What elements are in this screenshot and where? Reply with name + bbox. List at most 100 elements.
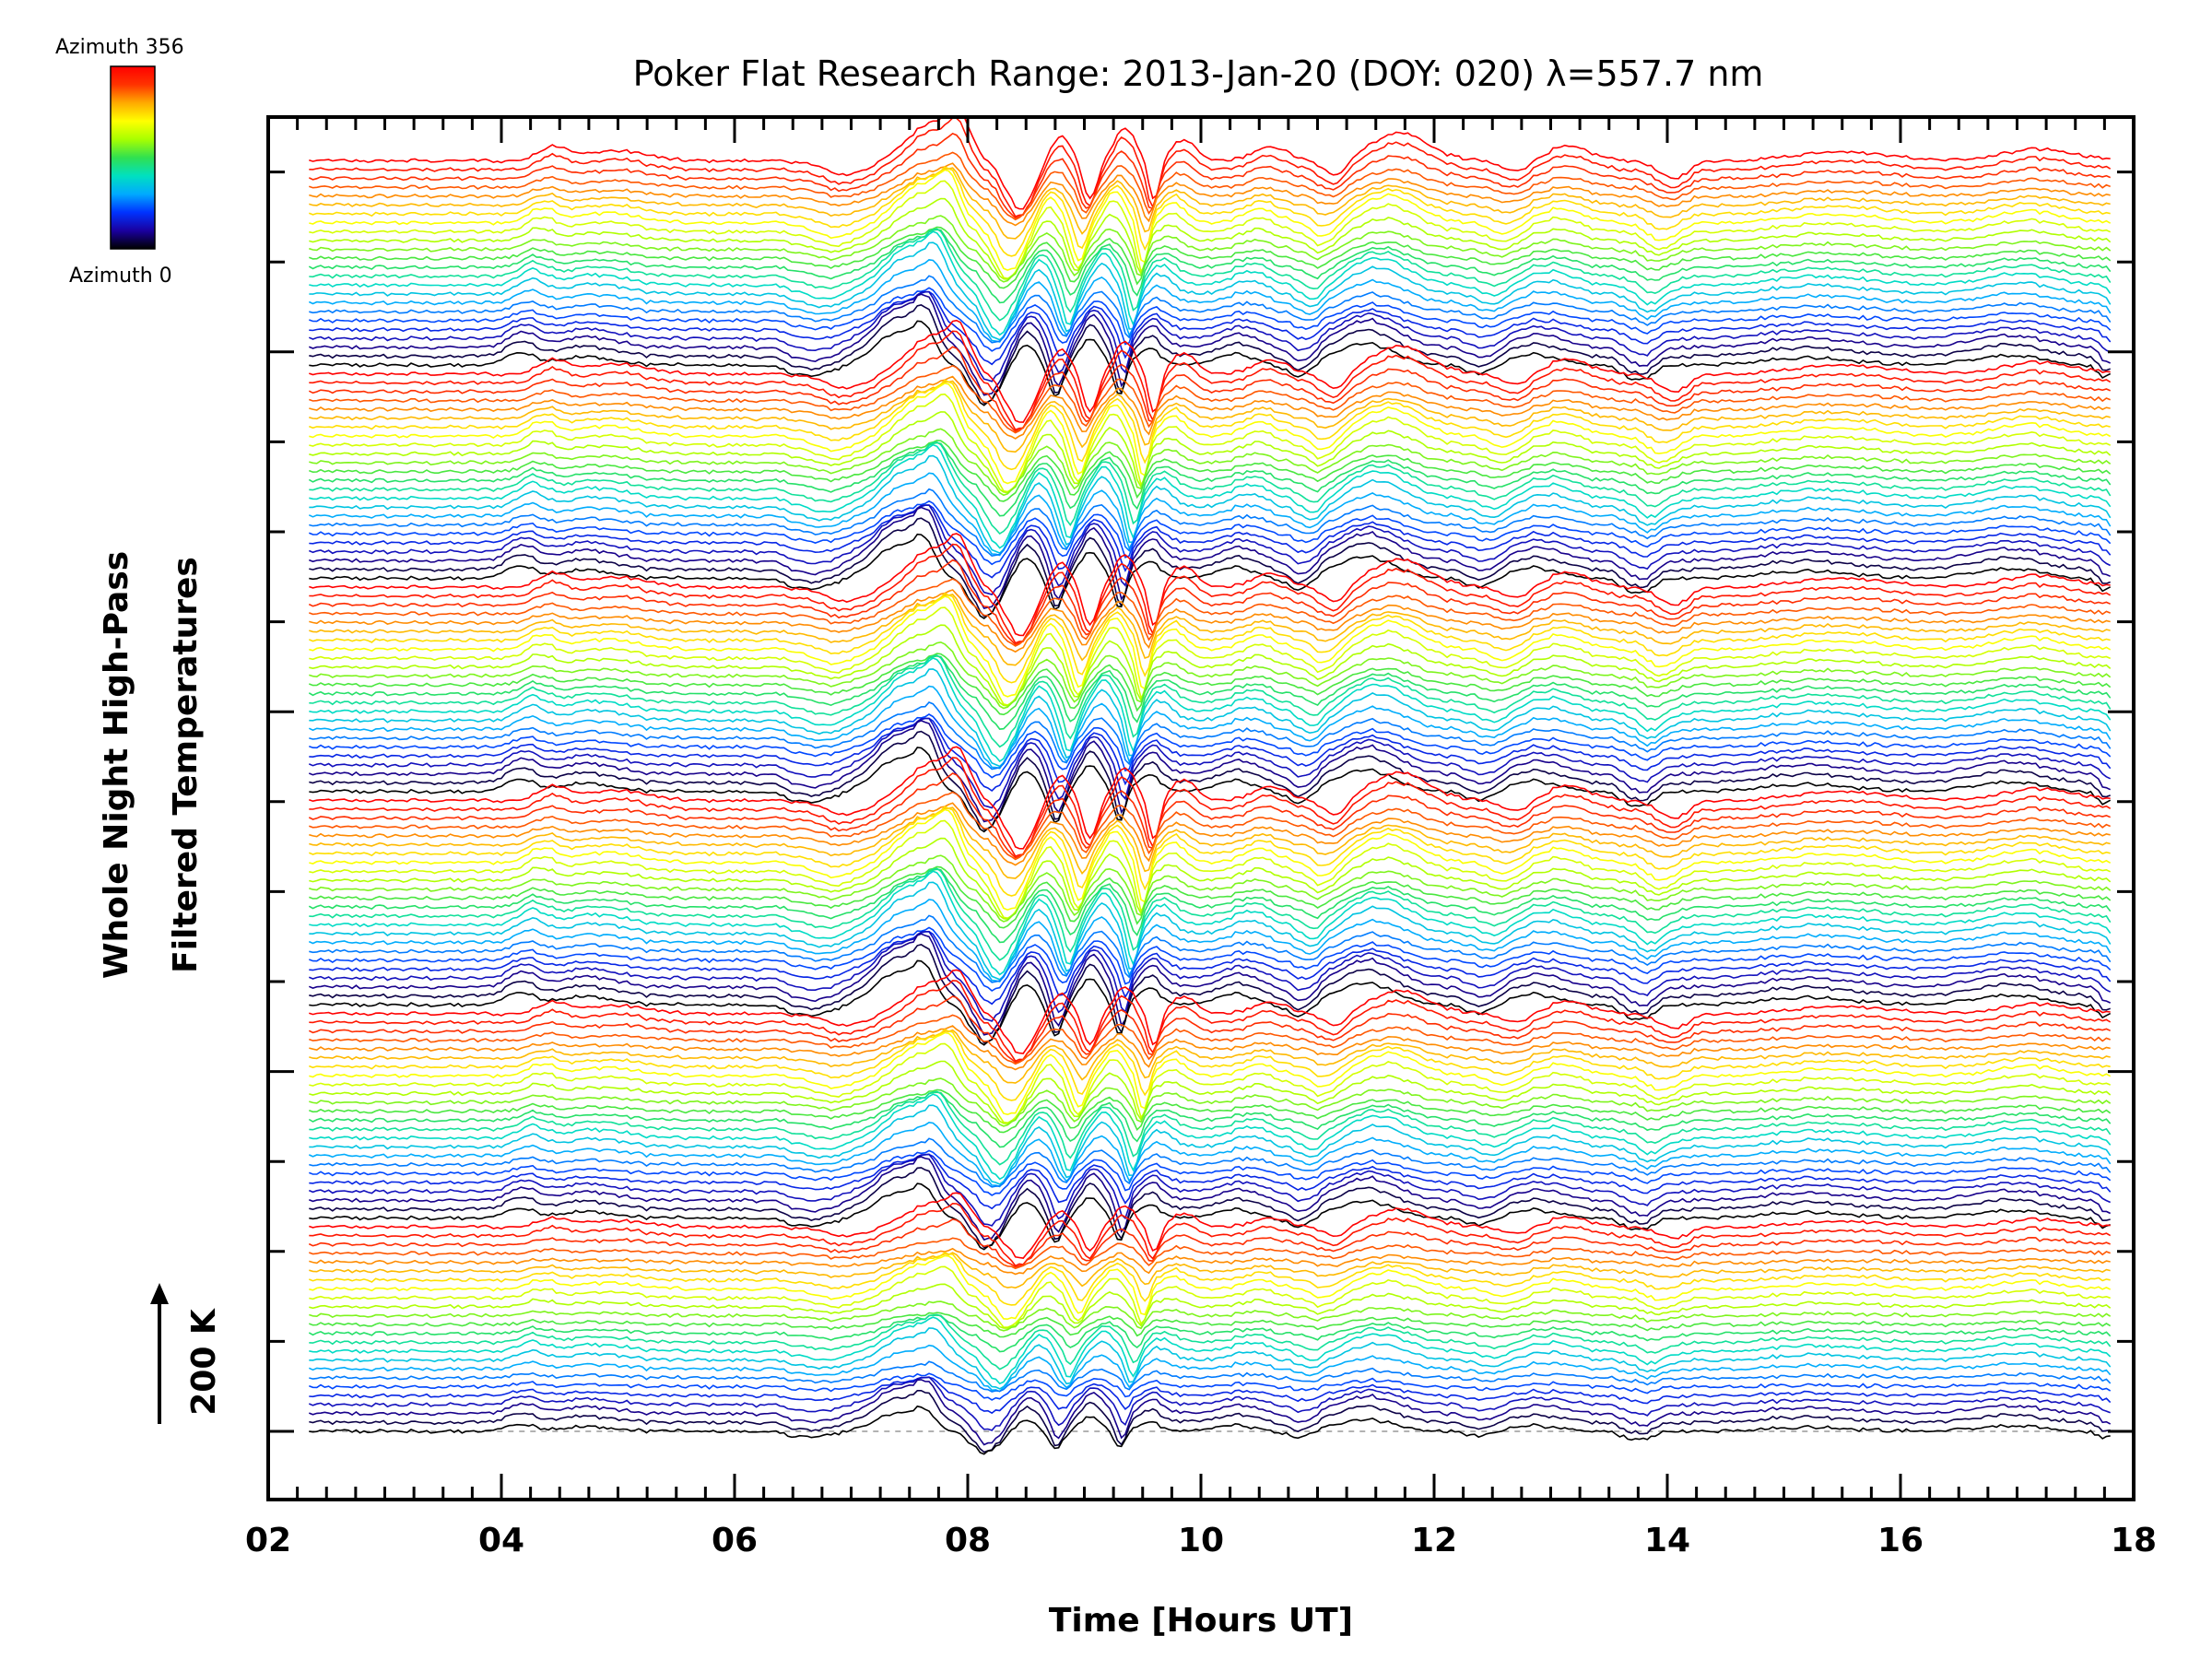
temperature-trace [308, 1156, 2112, 1241]
temperature-trace [308, 1314, 2112, 1353]
temperature-trace [309, 543, 2112, 644]
chart-title: Poker Flat Research Range: 2013-Jan-20 (… [633, 53, 1764, 94]
temperature-trace [309, 1202, 2112, 1267]
temperature-trace [308, 472, 2112, 557]
temperature-trace [309, 624, 2112, 707]
temperature-trace [308, 132, 2112, 219]
temperature-trace [309, 533, 2112, 619]
temperature-trace [309, 641, 2112, 710]
temperature-trace [309, 1025, 2111, 1071]
x-tick-label: 14 [1644, 1522, 1690, 1559]
temperature-trace [309, 1182, 2111, 1251]
scale-bar-label: 200 K [185, 1308, 223, 1416]
temperature-trace [309, 959, 2112, 1046]
x-tick-label: 10 [1178, 1522, 1224, 1559]
temperature-trace [309, 364, 2111, 434]
temperature-trace [309, 275, 2112, 344]
temperature-trace [308, 1091, 2112, 1148]
temperature-trace [309, 441, 2112, 535]
temperature-trace [309, 1167, 2111, 1249]
temperature-trace [309, 162, 2111, 227]
temperature-trace [308, 806, 2111, 897]
temperature-trace [309, 1265, 2111, 1328]
temperature-trace [309, 533, 2111, 637]
temperature-trace [309, 1192, 2111, 1259]
temperature-trace [308, 931, 2112, 1022]
temperature-trace [309, 944, 2111, 1044]
temperature-trace [309, 854, 2112, 923]
temperature-trace [308, 379, 2111, 471]
temperature-trace [308, 559, 2112, 646]
temperature-trace [309, 151, 2111, 221]
temperature-trace [309, 241, 2112, 341]
temperature-trace [309, 1300, 2112, 1332]
temperature-trace [309, 180, 2112, 280]
temperature-trace [309, 1316, 2112, 1385]
temperature-trace [308, 1344, 2112, 1393]
temperature-trace [309, 980, 2112, 1063]
temperature-trace [309, 713, 2112, 779]
temperature-trace [309, 578, 2111, 647]
temperature-trace [309, 1390, 2111, 1453]
x-tick-label: 18 [2111, 1522, 2157, 1559]
temperature-trace [309, 380, 2111, 453]
temperature-trace [309, 228, 2112, 322]
temperature-trace [309, 382, 2112, 485]
temperature-trace [309, 806, 2111, 879]
trace-group [308, 117, 2112, 1455]
temperature-trace [309, 1088, 2112, 1134]
temperature-trace [308, 592, 2111, 684]
temperature-trace [309, 375, 2111, 440]
temperature-trace [309, 304, 2111, 405]
temperature-trace [309, 701, 2112, 771]
temperature-trace [309, 1090, 2112, 1166]
x-tick-label: 02 [245, 1522, 291, 1559]
temperature-trace [309, 319, 2111, 423]
temperature-trace [309, 870, 2112, 976]
temperature-trace [309, 117, 2112, 218]
temperature-trace [309, 1405, 2111, 1455]
temperature-trace [309, 881, 2112, 981]
temperature-trace [309, 439, 2112, 502]
temperature-trace [308, 346, 2112, 432]
temperature-trace [308, 290, 2112, 382]
temperature-trace [308, 720, 2112, 823]
temperature-trace [309, 1247, 2111, 1276]
colorbar [110, 65, 156, 250]
temperature-trace [309, 411, 2112, 494]
temperature-trace [309, 1031, 2112, 1116]
temperature-trace [309, 1312, 2112, 1338]
temperature-trace [309, 517, 2111, 618]
temperature-trace [309, 1252, 2111, 1289]
temperature-trace [309, 393, 2112, 493]
temperature-trace [309, 1283, 2112, 1329]
temperature-trace [309, 926, 2112, 992]
temperature-trace [308, 1121, 2112, 1188]
temperature-trace [309, 802, 2111, 866]
temperature-trace [309, 1372, 2112, 1401]
temperature-trace [309, 320, 2112, 406]
temperature-trace [308, 899, 2112, 983]
temperature-trace [309, 167, 2111, 240]
temperature-trace [309, 500, 2112, 566]
temperature-trace [309, 668, 2112, 768]
temperature-trace [309, 595, 2112, 698]
temperature-trace [309, 594, 2111, 666]
temperature-trace [308, 166, 2111, 257]
temperature-trace [309, 837, 2112, 921]
temperature-trace [309, 914, 2112, 983]
temperature-trace [309, 653, 2112, 716]
temperature-trace [309, 1042, 2112, 1124]
temperature-trace [308, 259, 2112, 343]
temperature-trace [309, 454, 2112, 555]
temperature-trace [309, 1077, 2112, 1127]
temperature-trace [308, 655, 2112, 730]
temperature-trace [308, 1252, 2111, 1306]
temperature-trace [309, 1137, 2112, 1188]
x-tick-label: 12 [1411, 1522, 1457, 1559]
temperature-trace [309, 1327, 2112, 1390]
temperature-trace [309, 819, 2112, 920]
temperature-trace [309, 1360, 2112, 1393]
temperature-trace [309, 1014, 2111, 1065]
